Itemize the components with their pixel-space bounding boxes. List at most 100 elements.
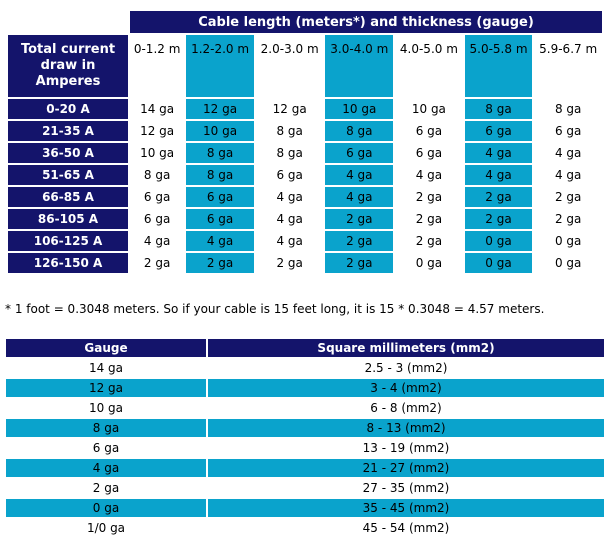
gauge-value: 2 ga: [92, 481, 120, 495]
table-row: 66-85 A 6 ga 6 ga 4 ga 4 ga 2 ga 2 ga 2 ga: [8, 187, 602, 207]
gauge-cell: 10 ga: [411, 102, 446, 116]
table-row: 36-50 A 10 ga 8 ga 8 ga 6 ga 6 ga 4 ga 4 ga: [8, 143, 602, 163]
gauge-cell: 2 ga: [325, 253, 394, 273]
length-range-header: 2.0-3.0 m: [260, 42, 319, 56]
gauge-value: 8 ga: [92, 421, 120, 435]
gauge-cell: 0 ga: [464, 231, 533, 251]
mm2-value: 6 - 8 (mm2): [206, 399, 604, 417]
gauge-mm2-table: Gauge Square millimeters (mm2) 14 ga 2.5 …: [6, 337, 604, 539]
gauge-cell: 4 ga: [464, 143, 533, 163]
gauge-cell: 2 ga: [143, 256, 171, 270]
length-range-header-row: Total current draw in Amperes 0-1.2 m 1.2…: [8, 35, 602, 97]
gauge-cell: 2 ga: [415, 212, 443, 226]
length-range-header: 3.0-4.0 m: [325, 35, 394, 97]
gauge-cell: 6 ga: [415, 146, 443, 160]
gauge-cell: 6 ga: [415, 124, 443, 138]
gauge-cell: 4 ga: [554, 146, 582, 160]
gauge-cell: 2 ga: [325, 209, 394, 229]
gauge-cell: 8 ga: [464, 99, 533, 119]
length-range-header: 0-1.2 m: [133, 42, 181, 56]
table-row: 10 ga 6 - 8 (mm2): [6, 399, 604, 417]
length-range-header: 5.0-5.8 m: [464, 35, 533, 97]
gauge-cell: 2 ga: [554, 190, 582, 204]
table-row: 12 ga 3 - 4 (mm2): [6, 379, 604, 397]
gauge-cell: 14 ga: [140, 102, 175, 116]
length-range-header: 1.2-2.0 m: [186, 35, 254, 97]
row-header-label: Total current draw in Amperes: [8, 35, 128, 97]
gauge-cell: 6 ga: [143, 190, 171, 204]
amperage-label: 126-150 A: [8, 253, 128, 273]
table-row: 21-35 A 12 ga 10 ga 8 ga 8 ga 6 ga 6 ga 6 ga: [8, 121, 602, 141]
gauge-cell: 4 ga: [325, 165, 394, 185]
gauge-cell: 12 ga: [272, 102, 307, 116]
table-row: 51-65 A 8 ga 8 ga 6 ga 4 ga 4 ga 4 ga 4 ga: [8, 165, 602, 185]
gauge-cell: 2 ga: [325, 231, 394, 251]
gauge-cell: 6 ga: [464, 121, 533, 141]
gauge-cell: 2 ga: [554, 212, 582, 226]
table-row: 0-20 A 14 ga 12 ga 12 ga 10 ga 10 ga 8 ga 8 ga: [8, 99, 602, 119]
amperage-label: 51-65 A: [8, 165, 128, 185]
amperage-label: 66-85 A: [8, 187, 128, 207]
mm2-value: 2.5 - 3 (mm2): [206, 359, 604, 377]
mm2-value: 27 - 35 (mm2): [206, 479, 604, 497]
gauge-cell: 2 ga: [464, 187, 533, 207]
gauge-value: 1/0 ga: [86, 521, 126, 535]
gauge-cell: 10 ga: [186, 121, 254, 141]
gauge-cell: 0 ga: [415, 256, 443, 270]
gauge-cell: 8 ga: [186, 143, 254, 163]
gauge-cell: 10 ga: [325, 99, 394, 119]
table-row: 8 ga 8 - 13 (mm2): [6, 419, 604, 437]
gauge-cell: 8 ga: [276, 146, 303, 160]
amperage-label: 0-20 A: [8, 99, 128, 119]
gauge-value: 6 ga: [92, 441, 120, 455]
length-range-header: 4.0-5.0 m: [399, 42, 458, 56]
mm2-value: 35 - 45 (mm2): [206, 499, 604, 517]
gauge-cell: 0 ga: [464, 253, 533, 273]
gauge-cell: 8 ga: [325, 121, 394, 141]
gauge-value: 10 ga: [88, 401, 124, 415]
table-row: 14 ga 2.5 - 3 (mm2): [6, 359, 604, 377]
gauge-cell: 6 ga: [186, 187, 254, 207]
table-row: 6 ga 13 - 19 (mm2): [6, 439, 604, 457]
gauge-cell: 6 ga: [143, 212, 171, 226]
amperage-label: 21-35 A: [8, 121, 128, 141]
mm2-value: 45 - 54 (mm2): [206, 519, 604, 537]
gauge-cell: 2 ga: [415, 190, 443, 204]
mm2-column-header: Square millimeters (mm2): [206, 339, 604, 357]
gauge-cell: 6 ga: [325, 143, 394, 163]
amperage-label: 86-105 A: [8, 209, 128, 229]
gauge-value: 14 ga: [88, 361, 124, 375]
length-range-header: 5.9-6.7 m: [539, 42, 598, 56]
gauge-cell: 4 ga: [554, 168, 582, 182]
mm2-value: 21 - 27 (mm2): [206, 459, 604, 477]
gauge-cell: 8 ga: [554, 102, 582, 116]
empty-corner-cell: [8, 11, 128, 33]
table-row: 1/0 ga 45 - 54 (mm2): [6, 519, 604, 537]
mm2-value: 3 - 4 (mm2): [206, 379, 604, 397]
gauge-cell: 8 ga: [186, 165, 254, 185]
gauge-value: 12 ga: [88, 381, 124, 395]
gauge-cell: 2 ga: [415, 234, 443, 248]
table-title: Cable length (meters*) and thickness (ga…: [130, 11, 602, 33]
gauge-cell: 0 ga: [554, 256, 582, 270]
gauge-value: 4 ga: [92, 461, 120, 475]
gauge-table-body: Gauge Square millimeters (mm2) 14 ga 2.5 …: [6, 339, 604, 537]
table-row: 2 ga 27 - 35 (mm2): [6, 479, 604, 497]
gauge-cell: 0 ga: [554, 234, 582, 248]
gauge-cell: 2 ga: [464, 209, 533, 229]
gauge-cell: 4 ga: [325, 187, 394, 207]
amperage-label: 36-50 A: [8, 143, 128, 163]
gauge-cell: 4 ga: [276, 234, 303, 248]
gauge-value: 0 ga: [92, 501, 120, 515]
gauge-cell: 4 ga: [415, 168, 443, 182]
mm2-value: 8 - 13 (mm2): [206, 419, 604, 437]
table-row: 4 ga 21 - 27 (mm2): [6, 459, 604, 477]
amperage-label: 106-125 A: [8, 231, 128, 251]
gauge-cell: 4 ga: [186, 231, 254, 251]
gauge-cell: 6 ga: [276, 168, 303, 182]
table-title-row: Cable length (meters*) and thickness (ga…: [8, 11, 602, 33]
gauge-cell: 4 ga: [276, 190, 303, 204]
gauge-table-header-row: Gauge Square millimeters (mm2): [6, 339, 604, 357]
table-row: 126-150 A 2 ga 2 ga 2 ga 2 ga 0 ga 0 ga 0 ga: [8, 253, 602, 273]
conversion-footnote: * 1 foot = 0.3048 meters. So if your cab…: [5, 302, 545, 316]
